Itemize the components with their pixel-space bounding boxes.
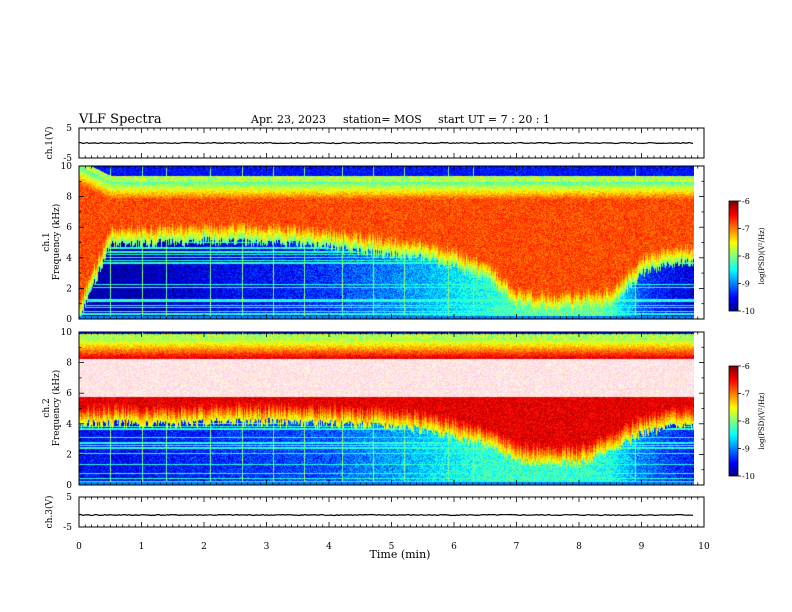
ch2-colorbar-label: log(PSD)(V²/Hz) [758,392,766,449]
frequency-tick-label: 6 [66,223,72,233]
ch1-colorbar: -6 -7 -8 -9 -10 log(PSD)(V²/Hz) [728,197,766,316]
colorbar-tick-label: -7 [742,390,750,399]
colorbar-tick-label: -8 [742,417,750,426]
colorbar-tick-label: -9 [742,445,750,454]
ch3-waveform-ticks [78,497,705,527]
time-tick-label: 0 [76,542,82,552]
frequency-tick-label: 6 [66,389,72,399]
ch1-colorbar-label: log(PSD)(V²/Hz) [758,227,766,284]
ch1-ytick-bottom: -5 [63,154,72,164]
ch1-waveform-trace [79,141,694,145]
ch3-waveform-panel: 5 -5 ch.3(V) [44,493,705,533]
colorbar-tick-label: -9 [742,280,750,289]
station-label: station= MOS [343,113,422,126]
frequency-tick-label: 10 [61,328,73,338]
ch2-spectrogram-ticks [78,332,705,485]
ch1-waveform-ylabel: ch.1(V) [44,127,55,160]
time-tick-label: 8 [576,542,582,552]
ch1-frequency-ticklabels: 0 2 4 6 8 10 [61,162,704,325]
ch1-spectrogram-ylabel-channel: ch.1 [42,232,52,251]
ch2-spectrogram-ylabel-freq: Frequency (kHz) [51,370,62,447]
time-tick-label: 2 [201,542,207,552]
frequency-tick-label: 8 [66,359,72,369]
time-tick-label: 5 [389,542,395,552]
time-tick-label: 6 [451,542,457,552]
time-axis-label: Time (min) [370,548,431,561]
frequency-tick-label: 0 [66,481,72,491]
time-tick-label: 10 [698,542,710,552]
frequency-tick-label: 0 [66,315,72,325]
ch1-spectrogram-panel: 0 2 4 6 8 10 ch.1 Frequency (kHz) [42,162,705,325]
frequency-tick-label: 2 [66,450,72,460]
frequency-tick-label: 8 [66,193,72,203]
ch2-spectrogram-image [79,332,694,485]
ch1-spectrogram-ylabel-freq: Frequency (kHz) [51,204,62,281]
time-tick-label: 4 [326,542,332,552]
time-tick-label: 3 [264,542,270,552]
ch2-frequency-ticklabels: 0 2 4 6 8 10 [61,328,704,491]
colorbar-tick-label: -10 [742,472,755,481]
ch1-waveform-panel: 5 -5 ch.1(V) [44,124,705,164]
frequency-tick-label: 10 [61,162,73,172]
time-axis-ticklabels: 0 1 2 3 4 5 6 7 8 9 10 [76,542,710,552]
figure-title: VLF Spectra [78,112,162,127]
ch3-waveform-trace [78,513,694,517]
colorbar-tick-label: -10 [742,307,755,316]
date-label: Apr. 23, 2023 [250,113,326,126]
ch3-ytick-top: 5 [66,493,72,503]
ch2-spectrogram-panel: 0 2 4 6 8 10 ch.2 Frequency (kHz) [42,328,705,491]
time-tick-label: 9 [639,542,645,552]
ch2-colorbar: -6 -7 -8 -9 -10 log(PSD)(V²/Hz) [728,362,766,481]
frequency-tick-label: 4 [66,254,72,264]
ch1-spectrogram-ticks [78,166,705,319]
frequency-tick-label: 4 [66,420,72,430]
ch1-ytick-top: 5 [66,124,72,134]
time-tick-label: 1 [139,542,145,552]
ch1-spectrogram-image [79,166,694,319]
ch2-spectrogram-ylabel-channel: ch.2 [42,398,52,417]
frequency-tick-label: 2 [66,284,72,294]
ch3-ytick-bottom: -5 [63,523,72,533]
time-tick-label: 7 [514,542,520,552]
colorbar-tick-label: -7 [742,225,750,234]
start-ut-label: start UT = 7 : 20 : 1 [438,113,550,126]
ch1-waveform-ticks [78,128,705,158]
colorbar-tick-label: -6 [742,362,750,371]
colorbar-tick-label: -8 [742,252,750,261]
colorbar-tick-label: -6 [742,197,750,206]
ch3-waveform-ylabel: ch.3(V) [44,496,55,529]
